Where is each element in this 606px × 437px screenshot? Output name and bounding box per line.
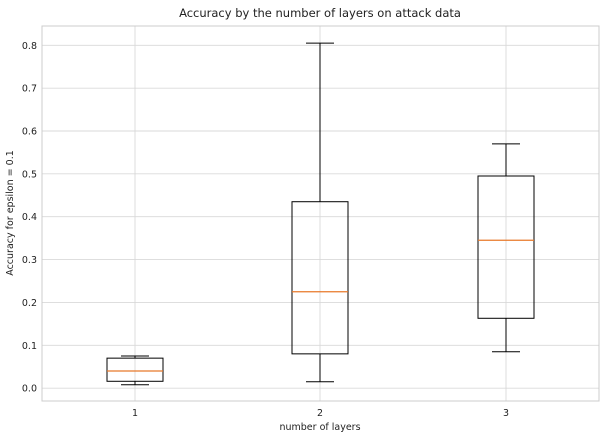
y-tick-label: 0.7 [22, 84, 37, 95]
chart-title: Accuracy by the number of layers on atta… [179, 6, 461, 20]
y-tick-label: 0.1 [22, 341, 37, 352]
y-tick-label: 0.6 [22, 127, 37, 138]
y-tick-label: 0.8 [22, 41, 37, 52]
box-group-3 [477, 143, 535, 353]
iqr-box [477, 175, 535, 319]
x-axis-label: number of layers [279, 422, 360, 433]
y-axis-label: Accuracy for epsilon = 0.1 [5, 150, 16, 276]
y-tick-label: 0.4 [22, 212, 37, 223]
box-marks [106, 42, 535, 386]
box-group-1 [106, 355, 164, 386]
plot-area-frame [41, 25, 600, 402]
iqr-box [291, 201, 349, 355]
x-tick-label: 3 [503, 408, 509, 419]
y-tick-label: 0.0 [22, 384, 37, 395]
box-group-2 [291, 42, 349, 383]
y-tick-label: 0.3 [22, 255, 37, 266]
x-tick-label: 1 [132, 408, 138, 419]
x-tick-label: 2 [317, 408, 323, 419]
y-tick-label: 0.2 [22, 298, 37, 309]
y-tick-label: 0.5 [22, 169, 37, 180]
tick-labels: 0.0 0.1 0.2 0.3 0.4 0.5 0.6 0.7 0.8 1 2 3 [22, 41, 509, 419]
iqr-box [106, 357, 164, 382]
